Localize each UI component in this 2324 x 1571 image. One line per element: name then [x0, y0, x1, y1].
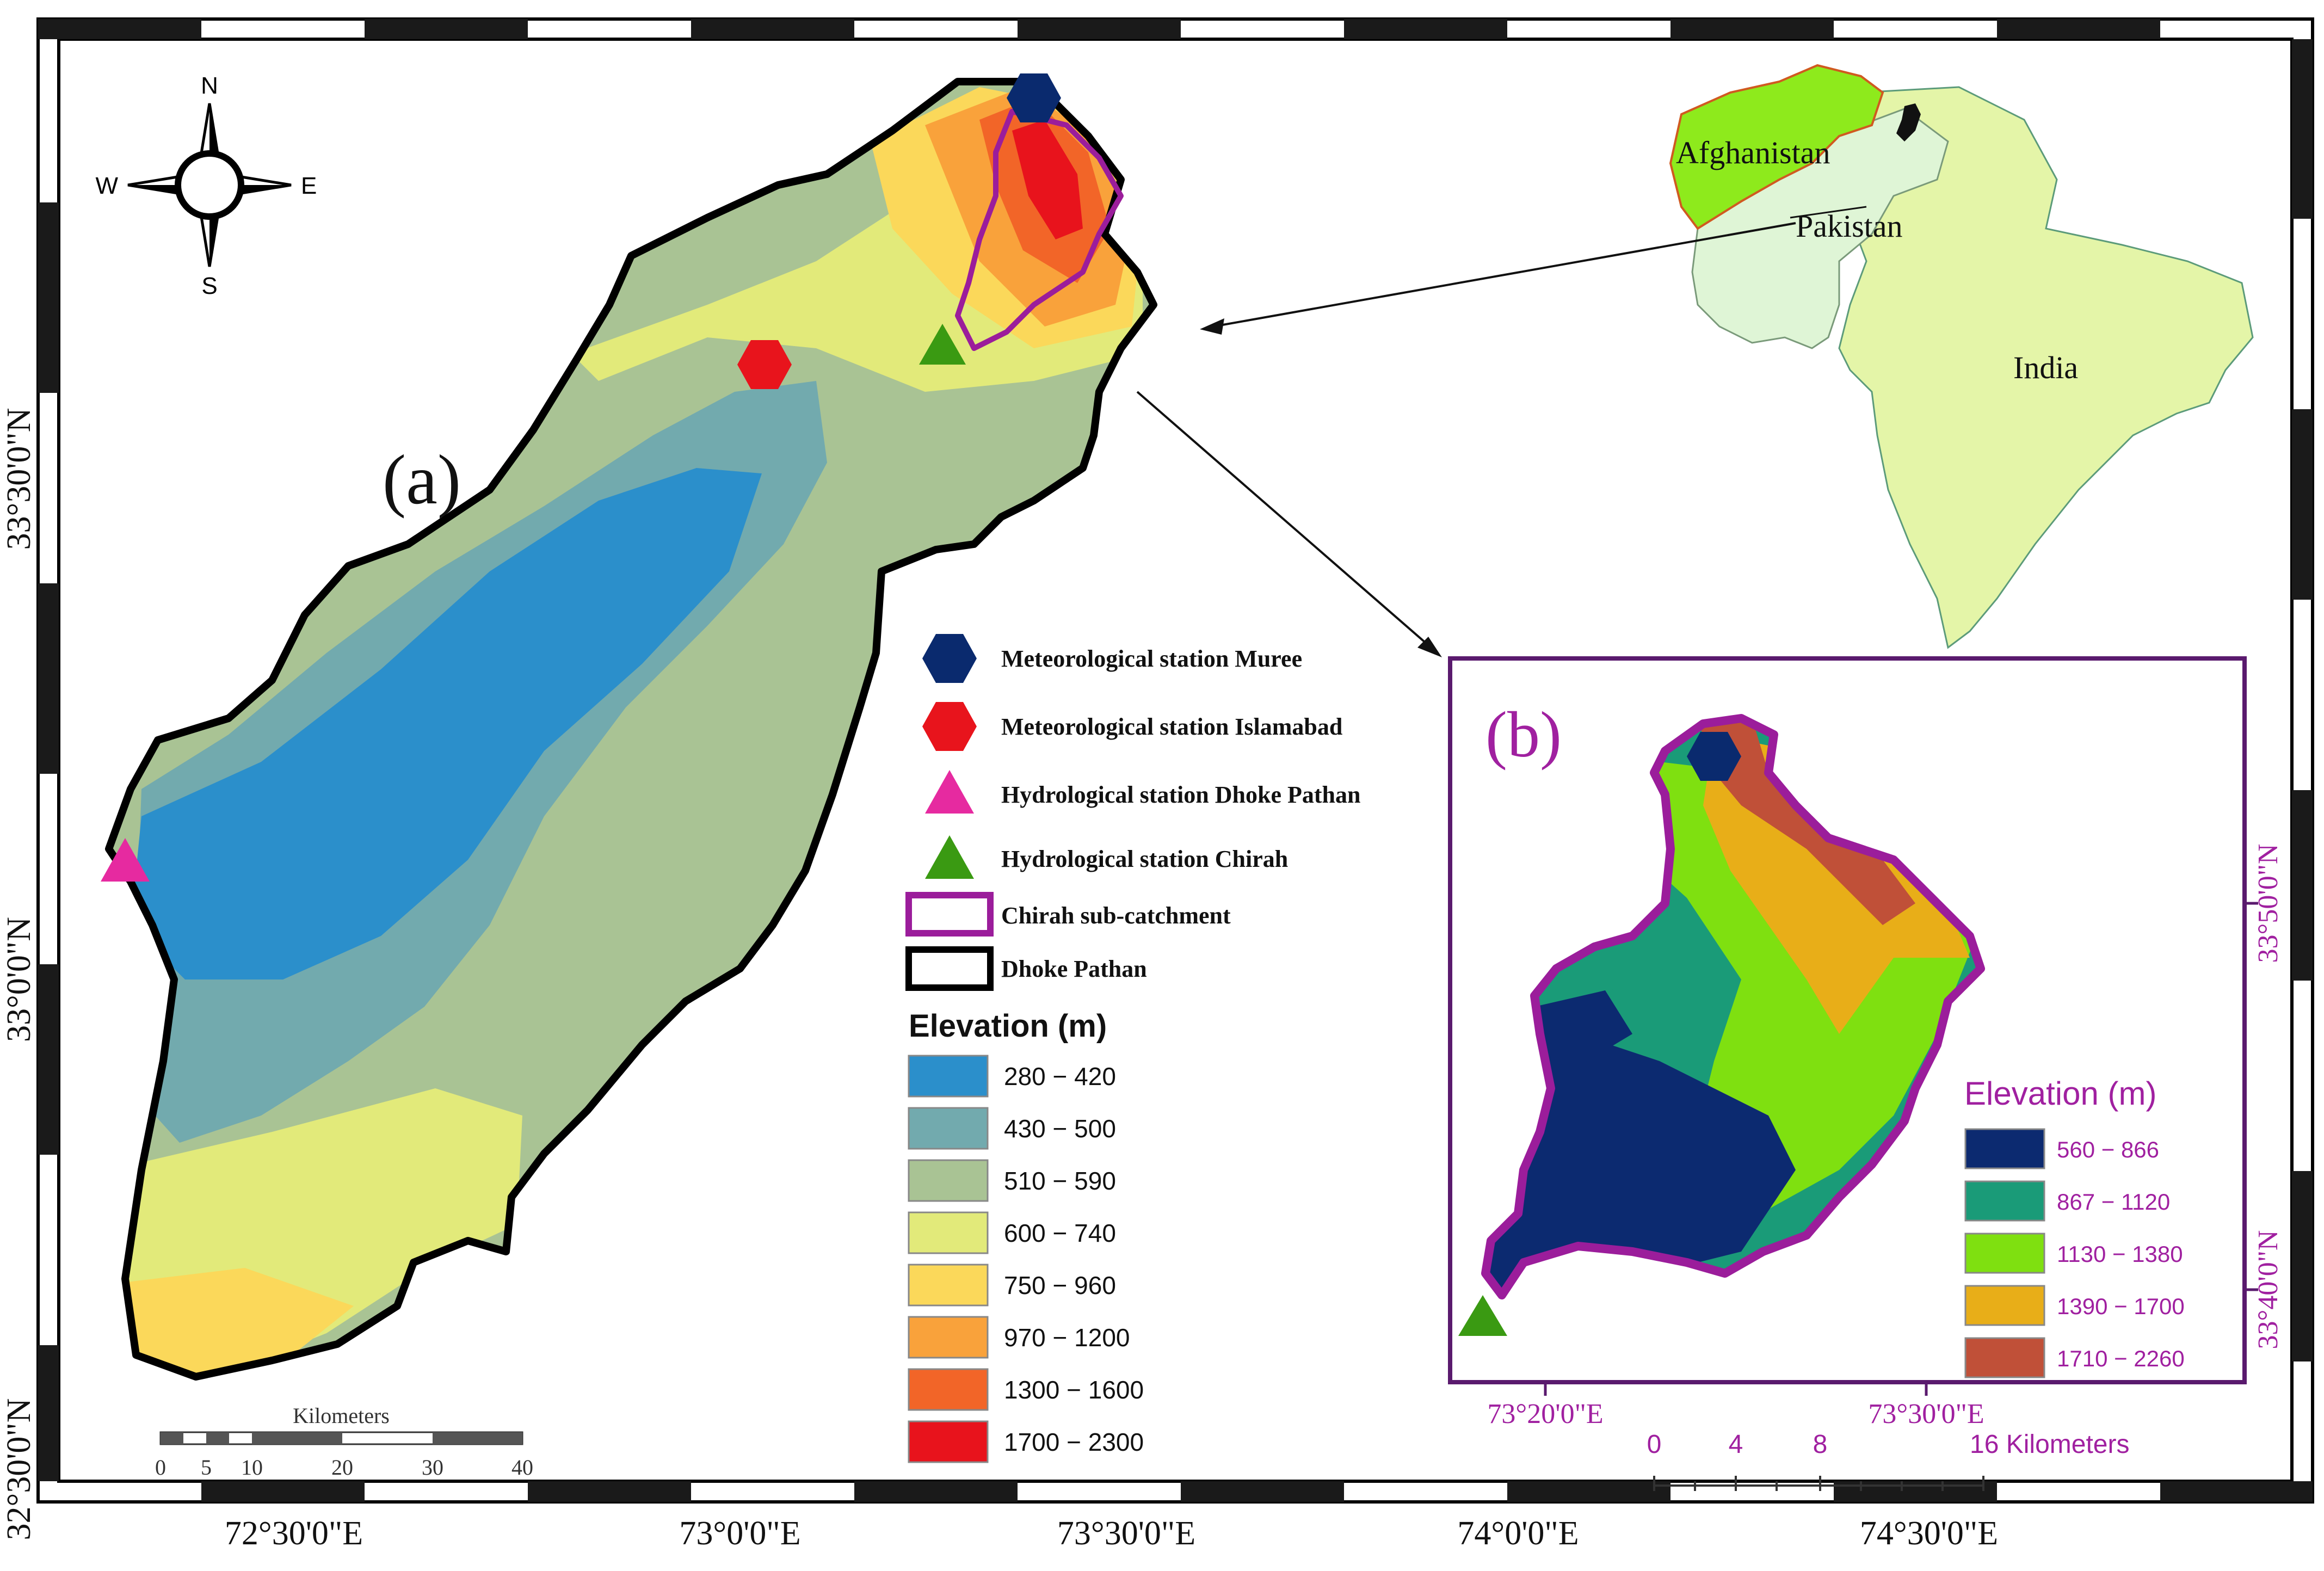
legend-swatch: [908, 1211, 989, 1254]
legend-class-label: 750 − 960: [1004, 1271, 1116, 1299]
longitude-label: 73°0'0"E: [679, 1515, 800, 1552]
panel-b-muree-marker: [1687, 732, 1741, 781]
panel-b-elevation-title: Elevation (m): [1964, 1075, 2156, 1112]
legend-class-label: 1130 − 1380: [2057, 1241, 2183, 1267]
legend-chirah-sub-swatch: [905, 892, 994, 937]
legend-class-label: 560 − 866: [2057, 1137, 2159, 1162]
chirah-station-marker: [919, 324, 966, 365]
legend-class-label: 280 − 420: [1004, 1062, 1116, 1091]
longitude-label: 73°30'0"E: [1057, 1515, 1195, 1552]
panel-b-scale-bar: 0 4 8 16 Kilometers: [1647, 1430, 2129, 1491]
legend-chirah-sub-label: Chirah sub-catchment: [1001, 902, 1231, 929]
panel-b-chirah-marker: [1458, 1295, 1507, 1336]
scale-tick: 5: [201, 1455, 212, 1480]
north-arrow-icon: N S W E: [95, 72, 317, 299]
legend: Meteorological station Muree Meteorologi…: [905, 634, 1360, 991]
legend-swatch: [908, 1264, 989, 1307]
scale-bar-title: Kilometers: [293, 1403, 390, 1428]
legend-islamabad-label: Meteorological station Islamabad: [1001, 713, 1342, 740]
study-area-icon: [1896, 103, 1921, 141]
legend-dhoke-label: Hydrological station Dhoke Pathan: [1001, 781, 1360, 808]
legend-class-label: 1710 − 2260: [2057, 1346, 2185, 1371]
longitude-label: 74°0'0"E: [1457, 1515, 1579, 1552]
location-arrows: [1136, 222, 1796, 657]
south-label: S: [201, 273, 217, 299]
panel-b-lon-label: 73°30'0"E: [1868, 1399, 1984, 1430]
scale-tick: 8: [1813, 1430, 1828, 1459]
legend-class-label: 1700 − 2300: [1004, 1428, 1144, 1456]
graticule-labels: 72°30'0"E 73°0'0"E 73°30'0"E 74°0'0"E 74…: [1, 408, 1998, 1552]
scale-tick: 0: [155, 1455, 166, 1480]
panel-b-lat-label: 33°40'0"N: [2253, 1230, 2284, 1350]
legend-swatch: [908, 1420, 989, 1463]
india-shape: [1838, 86, 2254, 649]
pakistan-label: Pakistan: [1796, 208, 1903, 244]
panel-b-label: (b): [1485, 698, 1562, 771]
legend-dhoke-icon: [925, 770, 974, 814]
legend-swatch: [908, 1159, 989, 1202]
legend-swatch: [1964, 1337, 2045, 1378]
legend-swatch: [908, 1055, 989, 1098]
west-label: W: [95, 172, 118, 199]
legend-chirah-icon: [925, 835, 974, 879]
afghanistan-shape: [1669, 64, 1884, 230]
longitude-label: 74°30'0"E: [1860, 1515, 1998, 1552]
latitude-label: 33°0'0"N: [1, 917, 38, 1042]
legend-class-label: 1390 − 1700: [2057, 1293, 2185, 1319]
islamabad-station-marker: [737, 340, 792, 389]
legend-swatch: [1964, 1285, 2045, 1326]
east-label: E: [301, 172, 317, 199]
north-label: N: [201, 72, 218, 99]
map-frame: [36, 17, 2314, 1504]
legend-swatch: [908, 1107, 989, 1150]
legend-dhoke-outline-swatch: [905, 946, 994, 991]
legend-class-label: 1300 − 1600: [1004, 1376, 1144, 1404]
scale-tick: 20: [331, 1455, 353, 1480]
dhoke-pathan-station-marker: [101, 838, 150, 882]
india-label: India: [2013, 350, 2078, 385]
elevation-legend-a: 280 − 420 430 − 500 510 − 590 600 − 740 750 …: [908, 1055, 1144, 1463]
panel-b: (b) 73°20'0"E 73°30'0"E 33°50'0"N 33°40'…: [1448, 656, 2284, 1430]
panel-a-scale-bar: Kilometers 0 5 10 20 30 40: [155, 1403, 533, 1480]
legend-class-label: 970 − 1200: [1004, 1323, 1130, 1352]
muree-station-marker: [1007, 73, 1061, 122]
legend-swatch: [1964, 1128, 2045, 1169]
legend-islamabad-icon: [922, 702, 977, 751]
legend-muree-icon: [922, 634, 977, 683]
afghanistan-label: Afghanistan: [1676, 135, 1830, 170]
legend-swatch: [1964, 1233, 2045, 1274]
legend-dhoke-outline-label: Dhoke Pathan: [1001, 956, 1147, 982]
latitude-label: 33°30'0"N: [1, 408, 38, 550]
panel-a-label: (a): [383, 441, 461, 519]
panel-b-lat-label: 33°50'0"N: [2253, 844, 2284, 963]
legend-class-label: 430 − 500: [1004, 1114, 1116, 1143]
legend-class-label: 510 − 590: [1004, 1167, 1116, 1195]
scale-tick: 0: [1647, 1430, 1662, 1459]
panel-b-lon-label: 73°20'0"E: [1487, 1399, 1603, 1430]
elevation-legend-b: 560 − 866 867 − 1120 1130 − 1380 1390 − 170…: [1964, 1128, 2185, 1378]
inset-location-map: Afghanistan Pakistan India: [1669, 64, 2254, 649]
chirah-sub-catchment-outline: [955, 109, 1124, 351]
legend-swatch: [1964, 1180, 2045, 1222]
legend-swatch: [908, 1368, 989, 1411]
legend-elevation-title: Elevation (m): [909, 1008, 1107, 1044]
legend-class-label: 600 − 740: [1004, 1219, 1116, 1247]
legend-muree-label: Meteorological station Muree: [1001, 645, 1302, 672]
legend-class-label: 867 − 1120: [2057, 1189, 2170, 1215]
scale-tick: 10: [241, 1455, 263, 1480]
legend-chirah-label: Hydrological station Chirah: [1001, 846, 1288, 872]
scale-tick: 30: [422, 1455, 443, 1480]
latitude-label: 32°30'0"N: [1, 1398, 38, 1540]
scale-tick: 40: [511, 1455, 533, 1480]
scale-tick: 16 Kilometers: [1970, 1430, 2129, 1459]
legend-swatch: [908, 1316, 989, 1359]
scale-tick: 4: [1729, 1430, 1743, 1459]
longitude-label: 72°30'0"E: [225, 1515, 363, 1552]
